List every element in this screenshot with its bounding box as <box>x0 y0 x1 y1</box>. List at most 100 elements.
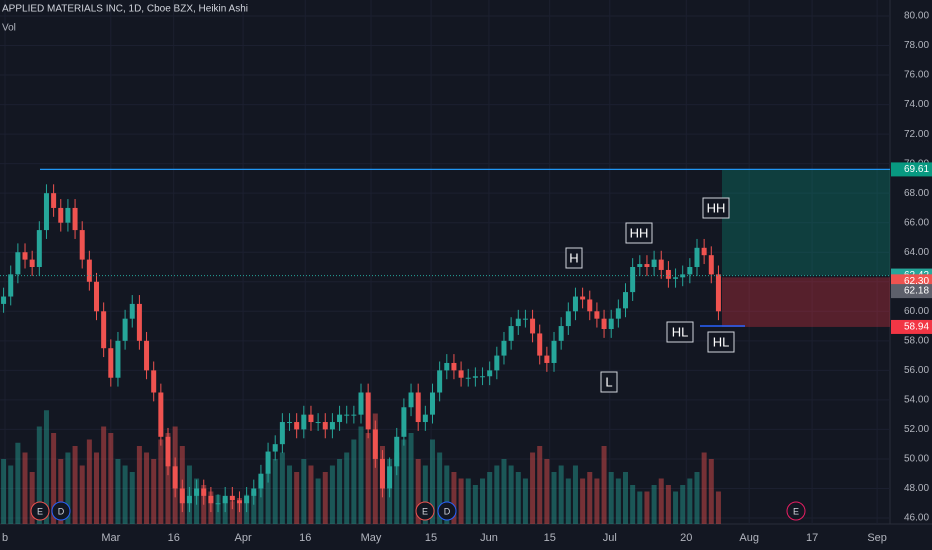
candle-body <box>372 429 378 459</box>
event-label: E <box>793 506 799 516</box>
volume-bar <box>136 446 142 524</box>
candle-body <box>151 370 157 393</box>
candle-body <box>79 230 85 260</box>
candle-body <box>43 193 49 231</box>
volume-bar <box>715 491 721 524</box>
candle-body <box>580 296 586 300</box>
candle-body <box>94 281 100 312</box>
annotation: HL <box>713 334 730 349</box>
volume-bar <box>501 459 507 524</box>
price-label-bg <box>891 284 932 299</box>
candle-body <box>501 340 507 356</box>
volume-bar <box>344 452 350 524</box>
volume-bar <box>694 472 700 524</box>
candle-body <box>279 422 285 445</box>
candle-body <box>329 422 335 430</box>
volume-bar <box>372 413 378 524</box>
volume-bar <box>279 452 285 524</box>
candle-body <box>437 370 443 393</box>
x-tick-label: Mar <box>101 532 120 544</box>
volume-bar <box>15 442 21 524</box>
volume-bar <box>422 465 428 524</box>
annotation-box <box>707 331 735 353</box>
candle-body <box>201 488 207 496</box>
volume-bar <box>508 465 514 524</box>
volume-bar <box>615 478 621 524</box>
candle-body <box>379 458 385 489</box>
event-label: E <box>422 506 428 516</box>
annotation-box <box>666 321 694 343</box>
candle-body <box>258 473 264 489</box>
volume-bar <box>358 426 364 524</box>
y-tick-label: 50.00 <box>904 454 929 465</box>
candle-body <box>236 500 242 504</box>
y-tick-label: 78.00 <box>904 40 929 51</box>
volume-bar <box>8 465 14 524</box>
volume-bar <box>458 478 464 524</box>
candle-body <box>22 252 28 260</box>
y-tick-label: 74.00 <box>904 99 929 110</box>
volume-bar <box>29 472 35 524</box>
candle-body <box>401 407 407 437</box>
x-tick-label: 16 <box>299 532 311 544</box>
volume-bar <box>229 501 235 524</box>
x-tick-label: Apr <box>234 532 251 544</box>
profit-zone <box>722 169 890 276</box>
candle-body <box>72 207 78 231</box>
annotation-box <box>565 247 583 269</box>
annotation: HH <box>707 200 726 215</box>
candle-body <box>487 370 493 377</box>
candle-body <box>415 392 421 423</box>
candle-body <box>665 269 671 279</box>
candle-body <box>51 193 57 208</box>
candle-body <box>601 318 607 330</box>
candle-body <box>558 326 564 341</box>
volume-bar <box>544 459 550 524</box>
candle-body <box>630 267 636 293</box>
candle-body <box>494 355 500 371</box>
candle-body <box>144 340 150 371</box>
volume-bar <box>487 472 493 524</box>
candle-body <box>480 376 486 378</box>
candle-body <box>444 362 450 371</box>
event-marker <box>786 501 806 521</box>
x-tick-label: b <box>2 532 8 544</box>
volume-bar <box>337 459 343 524</box>
y-tick-label: 52.00 <box>904 424 929 435</box>
volume-bar <box>265 472 271 524</box>
volume-bar <box>587 472 593 524</box>
candle-body <box>651 259 657 267</box>
candle-body <box>222 495 228 504</box>
y-tick-label: 64.00 <box>904 247 929 258</box>
volume-bar <box>72 446 78 524</box>
candle-body <box>387 466 393 489</box>
candle-body <box>136 303 142 341</box>
candle-body <box>637 264 643 267</box>
candle-body <box>544 355 550 363</box>
candle-body <box>673 277 679 279</box>
volume-bar <box>65 452 71 524</box>
y-tick-label: 48.00 <box>904 483 929 494</box>
volume-bar <box>708 459 714 524</box>
candle-body <box>565 311 571 327</box>
candle-body <box>208 495 214 504</box>
candle-body <box>658 259 664 270</box>
volume-bar <box>580 478 586 524</box>
volume-bar <box>515 472 521 524</box>
volume-bar <box>530 452 536 524</box>
candle-body <box>108 348 114 378</box>
candle-body <box>36 230 42 267</box>
candle-body <box>308 414 314 423</box>
volume-bar <box>480 478 486 524</box>
volume-bar <box>122 465 128 524</box>
volume-bar <box>680 485 686 524</box>
candle-body <box>351 414 357 416</box>
annotation-box <box>600 371 618 393</box>
x-tick-label: Aug <box>739 532 759 544</box>
y-tick-label: 68.00 <box>904 188 929 199</box>
candle-body <box>508 326 514 341</box>
annotation: L <box>605 374 612 389</box>
x-tick-label: 15 <box>544 532 556 544</box>
volume-bar <box>673 491 679 524</box>
event-marker <box>51 501 71 521</box>
